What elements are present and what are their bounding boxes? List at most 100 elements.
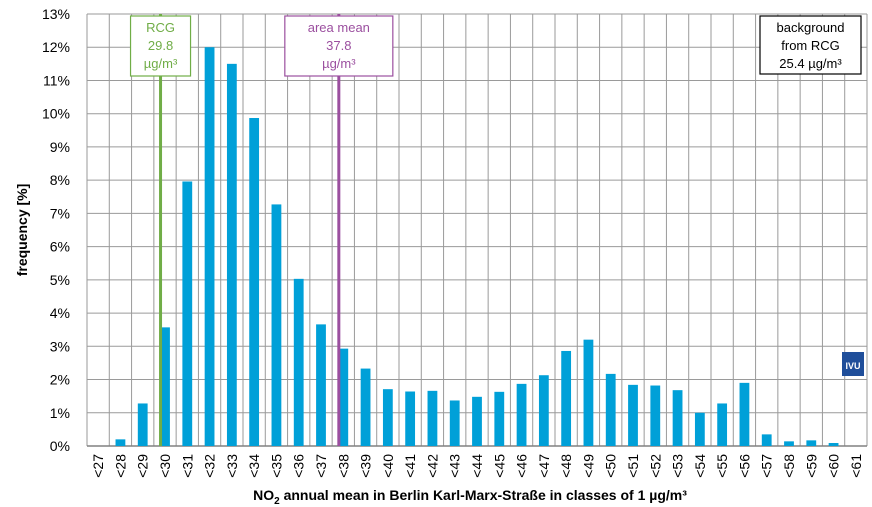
y-tick-label: 4% [50, 305, 70, 321]
x-tick-label: <44 [469, 454, 485, 478]
bar [271, 204, 282, 446]
ivu-logo: IVU [842, 352, 864, 376]
y-tick-label: 3% [50, 338, 70, 354]
x-tick-label: <29 [135, 454, 151, 478]
x-tick-label: <39 [358, 454, 374, 478]
x-tick-label: <52 [647, 454, 663, 478]
bar [739, 382, 750, 446]
y-tick-label: 12% [42, 39, 70, 55]
bar [694, 412, 705, 446]
x-tick-label: <55 [714, 454, 730, 478]
x-tick-label: <27 [90, 454, 106, 478]
x-tick-label: <34 [246, 454, 262, 478]
y-tick-label: 2% [50, 372, 70, 388]
reference-label-box [129, 15, 192, 77]
bar [561, 350, 572, 446]
bar [160, 327, 170, 446]
bar [828, 443, 839, 446]
x-tick-label: <57 [759, 454, 775, 478]
x-tick-label: <59 [803, 454, 819, 478]
x-tick-label: <46 [514, 454, 530, 478]
bar [538, 375, 549, 446]
x-tick-label: <43 [447, 454, 463, 478]
y-axis-label: frequency [%] [14, 184, 30, 277]
y-tick-label: 6% [50, 239, 70, 255]
reference-lines: RCG 29.8 µg/m³ area mean 37.8 µg/m³ [129, 14, 394, 446]
bar [449, 400, 460, 446]
info-box-text: 25.4 µg/m³ [779, 56, 842, 71]
x-tick-label: <47 [536, 454, 552, 478]
bar [583, 339, 594, 446]
y-tick-label: 11% [43, 72, 70, 88]
y-tick-label: 10% [42, 106, 70, 122]
y-tick-label: 1% [50, 405, 70, 421]
bar [316, 324, 326, 446]
x-tick-label: <38 [335, 454, 351, 478]
x-tick-label: <31 [179, 454, 195, 478]
chart-grid [86, 13, 868, 447]
x-tick-label: <60 [826, 454, 842, 478]
x-tick-label: <54 [692, 454, 708, 478]
bar [293, 278, 304, 446]
bar [784, 441, 794, 446]
x-axis-ticks: <27 <28 <29 <30 <31 <32 <33 <34 <35 <36 <37 <38 <39 <… [90, 454, 864, 478]
x-tick-label: <51 [625, 454, 641, 478]
x-tick-label: <33 [224, 454, 240, 478]
bar [405, 391, 416, 446]
y-tick-label: 13% [42, 6, 70, 22]
x-tick-label: <49 [580, 454, 596, 478]
reference-label-text: 29.8 [148, 38, 173, 53]
x-axis-label: NO2 annual mean in Berlin Karl-Marx-Stra… [253, 487, 687, 507]
x-tick-label: <58 [781, 454, 797, 478]
x-tick-label: <36 [291, 454, 307, 478]
reference-label-box [284, 15, 394, 77]
bar [137, 403, 148, 446]
bar [761, 434, 772, 446]
bar [806, 440, 817, 446]
reference-label-text: 37.8 [326, 38, 351, 53]
x-tick-label: <41 [402, 454, 418, 478]
y-axis-ticks: 0% 1% 2% 3% 4% 5% 6% 7% 8% 9% 10% 11% 12% 13% [42, 6, 70, 454]
x-tick-label: <48 [558, 454, 574, 478]
y-tick-label: 0% [50, 438, 70, 454]
x-tick-label: <53 [670, 454, 686, 478]
info-box-frame [759, 15, 862, 75]
chart-bars [115, 47, 839, 447]
bar [338, 348, 349, 446]
bar [672, 390, 683, 446]
info-box-text: from RCG [781, 38, 840, 53]
bar [226, 63, 237, 446]
x-tick-label: <40 [380, 454, 396, 478]
x-tick-label: <37 [313, 454, 329, 478]
reference-label-text: µg/m³ [144, 56, 178, 71]
x-tick-label: <35 [268, 454, 284, 478]
reference-label-text: µg/m³ [322, 56, 356, 71]
bar [650, 385, 661, 446]
x-tick-label: <42 [424, 454, 440, 478]
x-tick-label: <50 [603, 454, 619, 478]
bar [182, 181, 193, 446]
y-tick-label: 9% [50, 139, 70, 155]
info-box-text: background [777, 20, 845, 35]
bar [382, 389, 393, 446]
x-tick-label: <56 [736, 454, 752, 478]
bar [628, 384, 638, 446]
bar [427, 390, 438, 446]
bar [249, 118, 260, 447]
bar [494, 391, 505, 446]
bar [115, 439, 126, 446]
x-tick-label: <30 [157, 454, 173, 478]
bar [605, 373, 616, 446]
reference-label-text: RCG [146, 20, 175, 35]
bar [472, 396, 482, 446]
x-tick-label: <32 [202, 454, 218, 478]
reference-label-text: area mean [308, 20, 370, 35]
ivu-logo-text: IVU [845, 361, 860, 371]
y-tick-label: 5% [50, 272, 70, 288]
bar [360, 368, 371, 446]
bar [204, 47, 215, 446]
x-tick-label: <45 [491, 454, 507, 478]
background-info-box: background from RCG 25.4 µg/m³ [759, 15, 862, 75]
x-tick-label: <28 [112, 454, 128, 478]
